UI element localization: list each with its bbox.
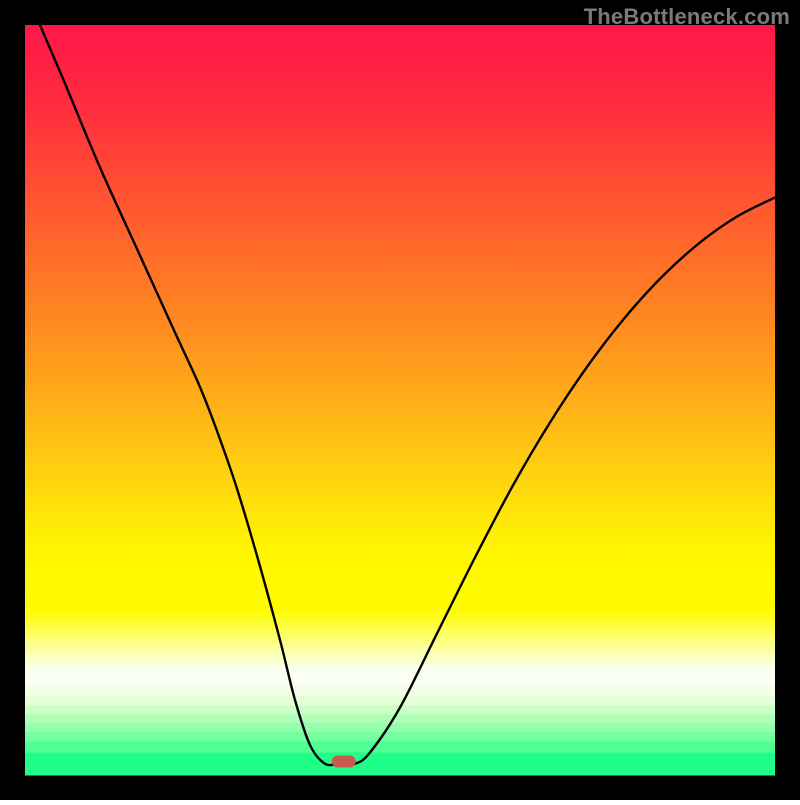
gradient-band bbox=[25, 732, 775, 742]
optimal-point-marker bbox=[332, 756, 356, 768]
gradient-band bbox=[25, 696, 775, 706]
gradient-band bbox=[25, 753, 775, 776]
bottleneck-chart: TheBottleneck.com bbox=[0, 0, 800, 800]
gradient-band bbox=[25, 670, 775, 686]
gradient-band bbox=[25, 685, 775, 697]
chart-background bbox=[25, 25, 775, 775]
gradient-band bbox=[25, 714, 775, 724]
gradient-band bbox=[25, 741, 775, 753]
gradient-band bbox=[25, 723, 775, 733]
chart-svg bbox=[0, 0, 800, 800]
